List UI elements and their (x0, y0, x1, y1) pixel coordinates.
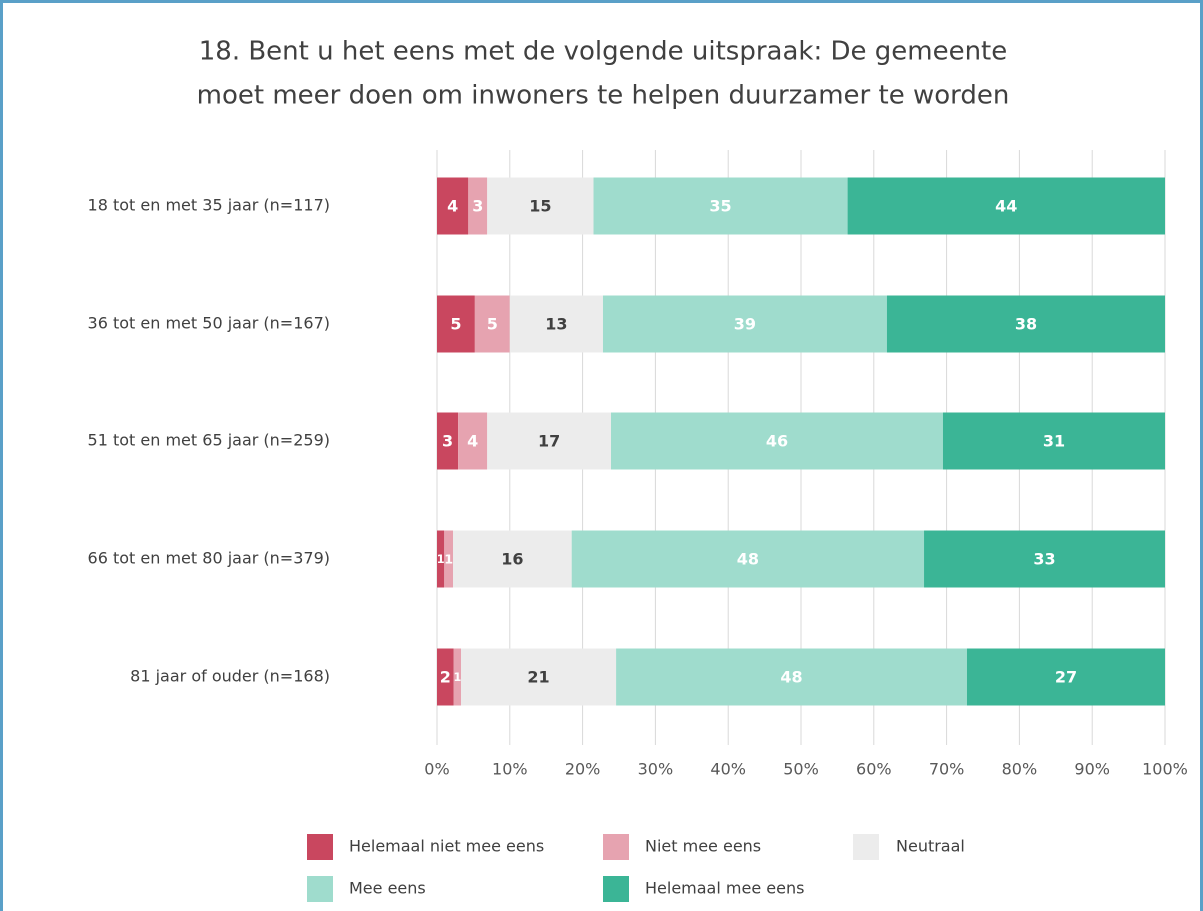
legend-swatch (307, 834, 333, 860)
y-tick-label: 66 tot en met 80 jaar (n=379) (88, 549, 330, 568)
data-label: 4 (467, 432, 478, 451)
legend-label: Niet mee eens (645, 837, 761, 856)
data-label: 15 (529, 197, 551, 216)
data-label: 5 (450, 315, 461, 334)
data-label: 38 (1015, 315, 1037, 334)
bar-segment (966, 648, 1165, 706)
data-label: 1 (437, 553, 445, 566)
y-tick-label: 81 jaar of ouder (n=168) (130, 667, 330, 686)
legend-swatch (853, 834, 879, 860)
bar-segment (616, 648, 967, 706)
bar-segment (610, 412, 943, 470)
bar-segment (602, 295, 887, 353)
x-tick-label: 40% (710, 760, 746, 779)
bar-segment (453, 530, 572, 588)
data-label: 1 (453, 671, 461, 684)
bar-segment (942, 412, 1165, 470)
data-label: 31 (1043, 432, 1065, 451)
bar-segment (487, 412, 611, 470)
bar-segment (437, 412, 459, 470)
bar-segment (924, 530, 1165, 588)
bar-segment (437, 177, 469, 235)
bar-segment (509, 295, 603, 353)
x-tick-label: 10% (492, 760, 528, 779)
bar-segment (458, 412, 488, 470)
x-tick-label: 0% (424, 760, 449, 779)
data-label: 46 (766, 432, 788, 451)
legend-label: Neutraal (896, 837, 965, 856)
x-tick-label: 20% (565, 760, 601, 779)
data-label: 2 (440, 668, 451, 687)
data-label: 33 (1033, 550, 1055, 569)
data-label: 17 (538, 432, 560, 451)
x-tick-label: 70% (929, 760, 965, 779)
data-label: 16 (501, 550, 523, 569)
bar-segment (461, 648, 617, 706)
bar-segment (437, 648, 454, 706)
x-tick-label: 60% (856, 760, 892, 779)
bar-segment (886, 295, 1165, 353)
data-label: 3 (472, 197, 483, 216)
data-label: 4 (447, 197, 458, 216)
bar-segment (593, 177, 848, 235)
data-label: 39 (734, 315, 756, 334)
data-label: 44 (995, 197, 1017, 216)
bar-segment (444, 530, 454, 588)
chart-title: moet meer doen om inwoners te helpen duu… (197, 81, 1010, 111)
bar-segment (468, 177, 488, 235)
bar-segment (437, 530, 445, 588)
x-tick-label: 100% (1142, 760, 1188, 779)
chart-title: 18. Bent u het eens met de volgende uits… (199, 37, 1008, 67)
bar-segment (437, 295, 475, 353)
legend-swatch (603, 876, 629, 902)
bar-segment (847, 177, 1165, 235)
legend-swatch (307, 876, 333, 902)
bar-segment (571, 530, 925, 588)
data-label: 48 (737, 550, 759, 569)
x-tick-label: 50% (783, 760, 819, 779)
x-tick-label: 90% (1074, 760, 1110, 779)
legend-label: Mee eens (349, 879, 426, 898)
data-label: 3 (442, 432, 453, 451)
y-tick-label: 36 tot en met 50 jaar (n=167) (88, 314, 330, 333)
y-tick-label: 18 tot en met 35 jaar (n=117) (88, 196, 330, 215)
data-label: 21 (527, 668, 549, 687)
legend-label: Helemaal mee eens (645, 879, 804, 898)
data-label: 5 (487, 315, 498, 334)
data-label: 1 (444, 553, 453, 568)
x-tick-label: 80% (1002, 760, 1038, 779)
legend-swatch (603, 834, 629, 860)
data-label: 27 (1055, 668, 1077, 687)
data-label: 35 (709, 197, 731, 216)
data-label: 48 (780, 668, 802, 687)
data-label: 13 (545, 315, 567, 334)
bar-segment (487, 177, 594, 235)
y-tick-label: 51 tot en met 65 jaar (n=259) (88, 431, 330, 450)
bar-segment (474, 295, 510, 353)
x-tick-label: 30% (638, 760, 674, 779)
legend-label: Helemaal niet mee eens (349, 837, 544, 856)
bar-segment (453, 648, 462, 706)
